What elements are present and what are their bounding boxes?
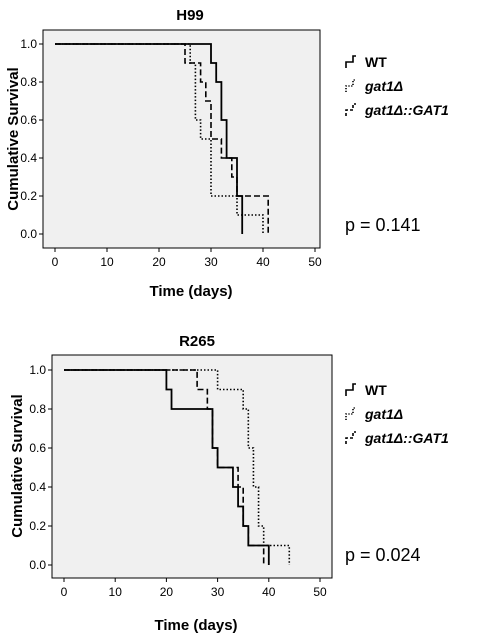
- x-tick-label: 30: [204, 255, 218, 269]
- legend-symbol: [345, 55, 356, 68]
- x-axis-label: Time (days): [154, 617, 237, 634]
- y-tick-label: 0.8: [20, 75, 37, 89]
- series-group: [64, 369, 291, 565]
- legend-label: gat1Δ: [364, 78, 403, 94]
- x-axis-label: Time (days): [149, 283, 232, 300]
- y-tick-label: 0.4: [29, 480, 46, 494]
- x-tick-label: 0: [61, 585, 68, 599]
- series-group: [55, 43, 269, 234]
- legend-symbol: [345, 383, 356, 396]
- legend-item: gat1Δ::GAT1: [345, 430, 449, 446]
- x-tick-label: 10: [109, 585, 123, 599]
- chart-title: R265: [179, 333, 215, 350]
- legend-item: WT: [345, 54, 387, 70]
- legend-label: gat1Δ::GAT1: [364, 102, 449, 118]
- x-tick-label: 20: [152, 255, 166, 269]
- y-axis-ticks: 0.0 0.2 0.4 0.6 0.8 1.0: [29, 363, 52, 572]
- series-line-dashed: [64, 369, 265, 565]
- x-tick-label: 40: [256, 255, 270, 269]
- y-axis-label: Cumulative Survival: [5, 67, 22, 210]
- y-tick-label: 0.0: [29, 558, 46, 572]
- legend-item: gat1Δ::GAT1: [345, 102, 449, 118]
- y-tick-label: 0.2: [20, 189, 37, 203]
- plot-area: [51, 354, 333, 579]
- plot-area: [42, 29, 321, 249]
- y-axis-ticks: 0.0 0.2 0.4 0.6 0.8 1.0: [20, 37, 43, 241]
- legend-item: WT: [345, 382, 387, 398]
- y-tick-label: 1.0: [20, 37, 37, 51]
- y-tick-label: 1.0: [29, 363, 46, 377]
- x-tick-label: 20: [160, 585, 174, 599]
- y-tick-label: 0.4: [20, 151, 37, 165]
- x-axis-ticks: 0 10 20 30 40 50: [52, 248, 322, 269]
- y-tick-label: 0.0: [20, 227, 37, 241]
- p-value: p = 0.024: [345, 545, 421, 565]
- x-tick-label: 40: [262, 585, 276, 599]
- y-tick-label: 0.2: [29, 519, 46, 533]
- x-axis-ticks: 0 10 20 30 40 50: [61, 578, 327, 599]
- y-tick-label: 0.6: [29, 441, 46, 455]
- legend-label: gat1Δ::GAT1: [364, 430, 449, 446]
- legend-label: WT: [365, 54, 387, 70]
- legend-item: gat1Δ: [345, 406, 403, 422]
- legend-label: WT: [365, 382, 387, 398]
- x-tick-label: 30: [211, 585, 225, 599]
- legend-symbol: [345, 431, 356, 444]
- x-tick-label: 50: [308, 255, 322, 269]
- y-axis-label: Cumulative Survival: [9, 394, 26, 537]
- chart-panel-r265: R265 0.0 0.2 0.4 0.6 0.8 1.0 0 10 20 30 40 50 Cumu…: [9, 333, 449, 634]
- chart-title: H99: [176, 7, 204, 24]
- y-tick-label: 0.6: [20, 113, 37, 127]
- legend-label: gat1Δ: [364, 406, 403, 422]
- legend-symbol: [345, 79, 356, 92]
- x-tick-label: 10: [100, 255, 114, 269]
- p-value: p = 0.141: [345, 215, 421, 235]
- legend-item: gat1Δ: [345, 78, 403, 94]
- chart-panel-h99: H99 0.0 0.2 0.4 0.6 0.8 1.0 0 10 20 30 40 50 Cumul…: [5, 7, 449, 300]
- y-tick-label: 0.8: [29, 402, 46, 416]
- x-tick-label: 50: [313, 585, 327, 599]
- legend-symbol: [345, 407, 356, 420]
- legend-symbol: [345, 103, 356, 116]
- series-line-dotted: [64, 369, 291, 565]
- x-tick-label: 0: [52, 255, 59, 269]
